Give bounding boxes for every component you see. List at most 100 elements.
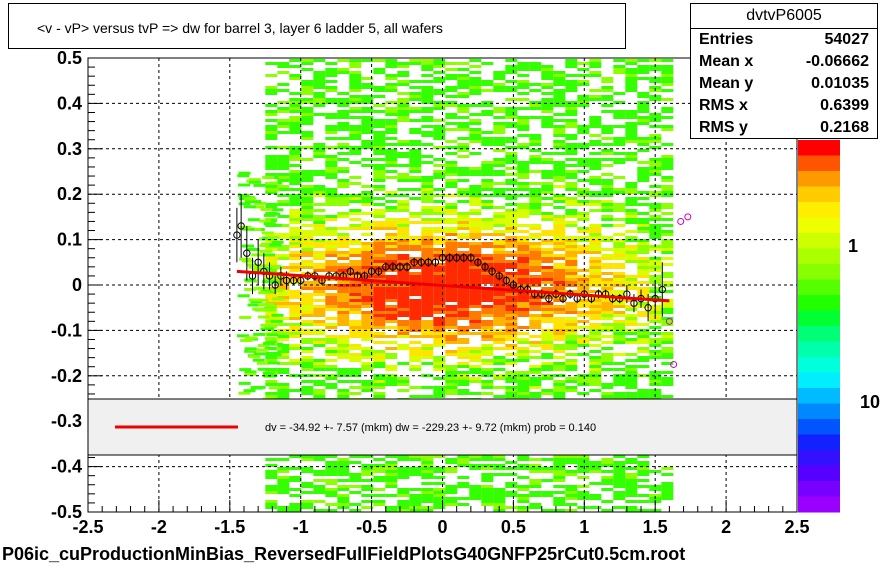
- heatmap-cell: [237, 174, 250, 178]
- heatmap-cell: [325, 284, 338, 287]
- heatmap-cell: [589, 494, 602, 497]
- heatmap-cell: [325, 227, 338, 230]
- heatmap-cell: [397, 293, 410, 296]
- heatmap-cell: [625, 371, 638, 374]
- heatmap-cell: [433, 377, 446, 380]
- heatmap-cell: [397, 98, 410, 101]
- heatmap-cell: [409, 179, 422, 182]
- heatmap-cell: [529, 335, 542, 338]
- heatmap-cell: [277, 353, 290, 356]
- heatmap-cell: [421, 155, 434, 158]
- heatmap-cell: [385, 83, 398, 86]
- heatmap-cell: [589, 332, 602, 335]
- heatmap-cell: [493, 263, 506, 266]
- heatmap-cell: [349, 95, 362, 98]
- heatmap-cell: [397, 83, 410, 86]
- heatmap-cell: [337, 212, 350, 215]
- heatmap-cell: [301, 188, 314, 191]
- heatmap-cell: [625, 218, 638, 221]
- heatmap-cell: [529, 104, 542, 107]
- heatmap-cell: [313, 341, 326, 344]
- heatmap-cell: [277, 470, 290, 473]
- heatmap-cell: [541, 392, 554, 395]
- heatmap-cell: [409, 176, 422, 179]
- heatmap-cell: [349, 356, 362, 359]
- heatmap-cell: [589, 308, 602, 311]
- heatmap-cell: [421, 329, 434, 332]
- heatmap-cell: [289, 239, 302, 242]
- heatmap-cell: [661, 224, 674, 227]
- heatmap-cell: [289, 254, 302, 257]
- heatmap-cell: [313, 194, 326, 197]
- heatmap-cell: [517, 455, 530, 458]
- heatmap-cell: [649, 68, 662, 71]
- heatmap-cell: [349, 242, 362, 245]
- heatmap-cell: [337, 392, 350, 395]
- heatmap-cell: [301, 302, 314, 305]
- heatmap-cell: [529, 227, 542, 230]
- heatmap-cell: [433, 278, 446, 281]
- heatmap-cell: [481, 266, 494, 269]
- heatmap-cell: [517, 359, 530, 362]
- heatmap-cell: [265, 113, 278, 116]
- heatmap-cell: [277, 131, 290, 134]
- heatmap-cell: [577, 230, 590, 233]
- heatmap-cell: [301, 119, 314, 122]
- heatmap-cell: [313, 170, 326, 173]
- heatmap-cell: [421, 455, 434, 458]
- heatmap-cell: [517, 245, 530, 248]
- heatmap-cell: [601, 128, 614, 131]
- heatmap-cell: [553, 326, 566, 329]
- heatmap-cell: [361, 356, 374, 359]
- heatmap-cell: [421, 374, 434, 377]
- heatmap-cell: [493, 335, 506, 338]
- heatmap-cell: [457, 365, 470, 368]
- heatmap-cell: [637, 122, 650, 125]
- heatmap-cell: [541, 281, 554, 284]
- heatmap-cell: [625, 323, 638, 326]
- heatmap-cell: [553, 470, 566, 473]
- heatmap-cell: [517, 311, 530, 314]
- heatmap-cell: [481, 386, 494, 389]
- heatmap-cell: [625, 77, 638, 80]
- heatmap-cell: [409, 236, 422, 239]
- heatmap-cell: [661, 218, 674, 221]
- heatmap-cell: [421, 467, 434, 470]
- heatmap-cell: [541, 257, 554, 260]
- heatmap-cell: [301, 491, 314, 494]
- heatmap-cell: [277, 323, 290, 326]
- heatmap-cell: [601, 266, 614, 269]
- heatmap-cell: [565, 455, 578, 458]
- heatmap-cell: [625, 491, 638, 494]
- heatmap-cell: [505, 218, 518, 221]
- heatmap-cell: [373, 335, 386, 338]
- heatmap-cell: [301, 293, 314, 296]
- heatmap-cell: [601, 263, 614, 266]
- heatmap-cell: [385, 218, 398, 221]
- profile-point: [271, 281, 279, 289]
- heatmap-cell: [397, 329, 410, 332]
- heatmap-cell: [589, 317, 602, 320]
- heatmap-cell: [313, 323, 326, 326]
- heatmap-cell: [361, 311, 374, 314]
- heatmap-cell: [313, 86, 326, 89]
- heatmap-cell: [553, 338, 566, 341]
- heatmap-cell: [249, 200, 262, 204]
- heatmap-cell: [517, 176, 530, 179]
- heatmap-cell: [397, 332, 410, 335]
- heatmap-cell: [349, 302, 362, 305]
- heatmap-cell: [313, 227, 326, 230]
- heatmap-cell: [577, 314, 590, 317]
- heatmap-cell: [253, 352, 266, 356]
- heatmap-cell: [505, 332, 518, 335]
- heatmap-cell: [469, 242, 482, 245]
- heatmap-cell: [661, 83, 674, 86]
- heatmap-cell: [433, 392, 446, 395]
- heatmap-cell: [277, 62, 290, 65]
- heatmap-cell: [589, 266, 602, 269]
- heatmap-cell: [385, 341, 398, 344]
- heatmap-cell: [289, 503, 302, 506]
- heatmap-cell: [397, 491, 410, 494]
- heatmap-cell: [457, 170, 470, 173]
- heatmap-cell: [661, 98, 674, 101]
